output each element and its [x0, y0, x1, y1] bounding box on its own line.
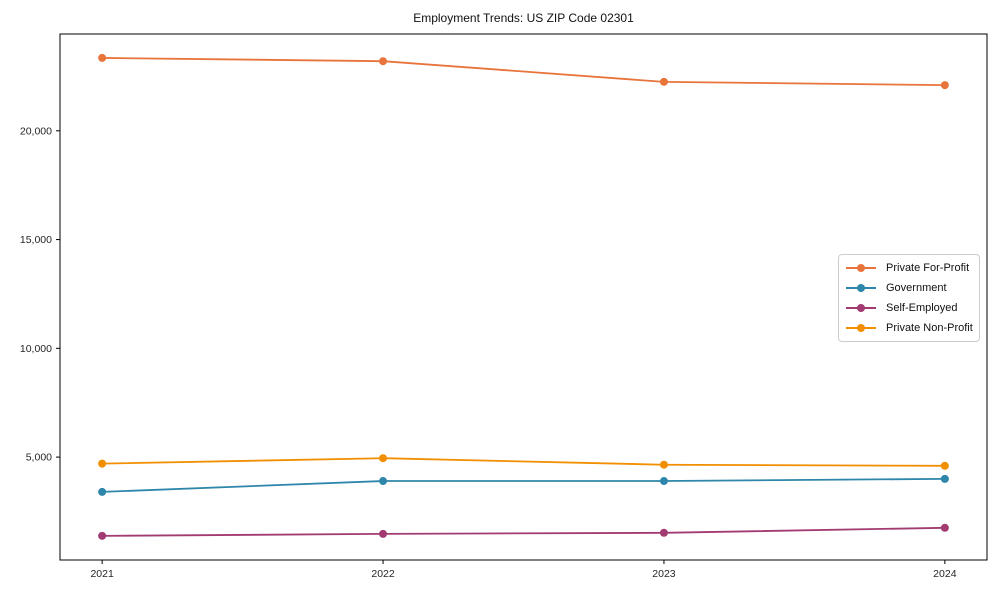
data-point-marker: [659, 528, 668, 537]
x-tick-label: 2024: [933, 568, 957, 580]
legend-marker-icon: [846, 283, 876, 293]
data-point-marker: [98, 487, 107, 496]
y-tick-label: 15,000: [20, 234, 52, 246]
data-point-marker: [940, 523, 949, 532]
x-tick-label: 2022: [371, 568, 395, 580]
data-point-marker: [940, 81, 949, 90]
legend-label: Government: [886, 282, 947, 294]
data-point-marker: [98, 53, 107, 62]
plot-border: [59, 33, 988, 561]
data-point-marker: [659, 460, 668, 469]
legend-marker-icon: [846, 263, 876, 273]
series-line: [101, 526, 946, 537]
legend-marker-icon: [846, 303, 876, 313]
legend-label: Self-Employed: [886, 302, 958, 314]
legend-label: Private Non-Profit: [886, 322, 973, 334]
legend-item: Government: [844, 278, 974, 298]
legend-marker-icon: [846, 323, 876, 333]
data-point-marker: [98, 531, 107, 540]
data-point-marker: [379, 454, 388, 463]
chart-legend: Private For-Profit Government Self-Emplo…: [838, 254, 980, 342]
x-tick-label: 2023: [652, 568, 676, 580]
data-point-marker: [659, 77, 668, 86]
series-line: [101, 457, 946, 467]
legend-label: Private For-Profit: [886, 262, 970, 274]
legend-item: Private For-Profit: [844, 258, 974, 278]
data-point-marker: [940, 461, 949, 470]
data-point-marker: [659, 477, 668, 486]
data-point-marker: [379, 529, 388, 538]
data-point-marker: [379, 57, 388, 66]
y-tick-label: 20,000: [20, 125, 52, 137]
legend-item: Self-Employed: [844, 298, 974, 318]
y-tick-label: 10,000: [20, 343, 52, 355]
series-line: [101, 477, 946, 493]
series-line: [101, 57, 946, 87]
x-tick-label: 2021: [90, 568, 114, 580]
data-point-marker: [940, 474, 949, 483]
data-point-marker: [379, 477, 388, 486]
chart-title: Employment Trends: US ZIP Code 02301: [413, 11, 634, 25]
y-tick-label: 5,000: [26, 452, 52, 464]
data-point-marker: [98, 459, 107, 468]
legend-item: Private Non-Profit: [844, 318, 974, 338]
